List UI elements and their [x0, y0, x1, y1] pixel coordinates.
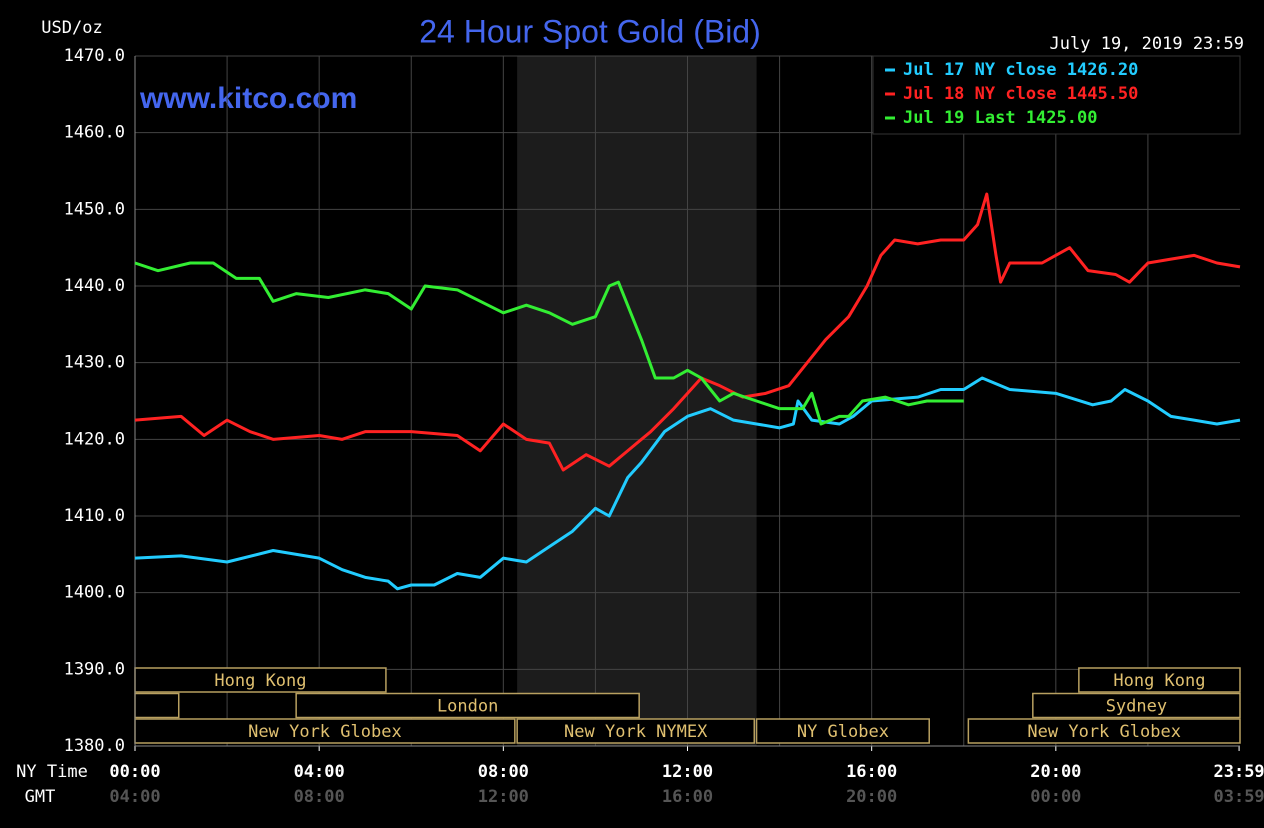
session-box: [134, 692, 180, 719]
x-tick-label: 00:00: [109, 762, 160, 782]
y-tick-label: 1430.0: [64, 353, 125, 373]
y-tick-label: 1470.0: [64, 46, 125, 66]
session-label: Sydney: [1106, 697, 1167, 717]
y-tick-label: 1400.0: [64, 583, 125, 603]
session-box: [1032, 692, 1241, 719]
session-label: Hong Kong: [214, 671, 306, 691]
y-tick-label: 1440.0: [64, 276, 125, 296]
legend-label: Jul 17 NY close 1426.20: [903, 60, 1138, 80]
x2-tick-label: 20:00: [846, 787, 897, 807]
y-tick-label: 1410.0: [64, 506, 125, 526]
x2-row-label: GMT: [25, 787, 56, 807]
x-tick-label: 16:00: [846, 762, 897, 782]
x2-tick-label: 04:00: [109, 787, 160, 807]
session-box: [755, 718, 930, 744]
x-tick-label: 04:00: [294, 762, 345, 782]
legend-label: Jul 19 Last 1425.00: [903, 108, 1097, 128]
x2-tick-label: 16:00: [662, 787, 713, 807]
session-label: New York Globex: [248, 722, 402, 742]
y-tick-label: 1450.0: [64, 199, 125, 219]
session-box: [967, 718, 1241, 744]
session-label: Hong Kong: [1113, 671, 1205, 691]
highlight-band: [517, 56, 757, 746]
series-line: [134, 261, 964, 426]
y-axis-label: USD/oz: [41, 18, 102, 38]
x2-tick-label: 00:00: [1030, 787, 1081, 807]
session-label: London: [437, 697, 498, 717]
series-line: [134, 376, 1241, 591]
series-line: [134, 192, 1241, 472]
session-label: New York NYMEX: [564, 722, 708, 742]
y-tick-label: 1420.0: [64, 429, 125, 449]
y-tick-label: 1380.0: [64, 736, 125, 756]
session-box: [134, 667, 387, 693]
x-tick-label: 08:00: [478, 762, 529, 782]
x-tick-label: 23:59: [1213, 762, 1264, 782]
x2-tick-label: 12:00: [478, 787, 529, 807]
x2-tick-label: 03:59: [1213, 787, 1264, 807]
session-box: [134, 718, 516, 744]
chart-title: 24 Hour Spot Gold (Bid): [419, 13, 761, 49]
y-tick-label: 1460.0: [64, 123, 125, 143]
legend-box: [872, 55, 1241, 135]
x-row-label: NY Time: [16, 762, 88, 782]
x-tick-label: 20:00: [1030, 762, 1081, 782]
session-label: NY Globex: [797, 722, 889, 742]
session-label: New York Globex: [1027, 722, 1181, 742]
legend-label: Jul 18 NY close 1445.50: [903, 84, 1138, 104]
x2-tick-label: 08:00: [294, 787, 345, 807]
session-box: [1078, 667, 1241, 693]
y-tick-label: 1390.0: [64, 659, 125, 679]
watermark: www.kitco.com: [139, 82, 357, 115]
session-box: [516, 718, 756, 744]
timestamp: July 19, 2019 23:59: [1050, 34, 1244, 54]
x-tick-label: 12:00: [662, 762, 713, 782]
session-box: [295, 692, 640, 719]
